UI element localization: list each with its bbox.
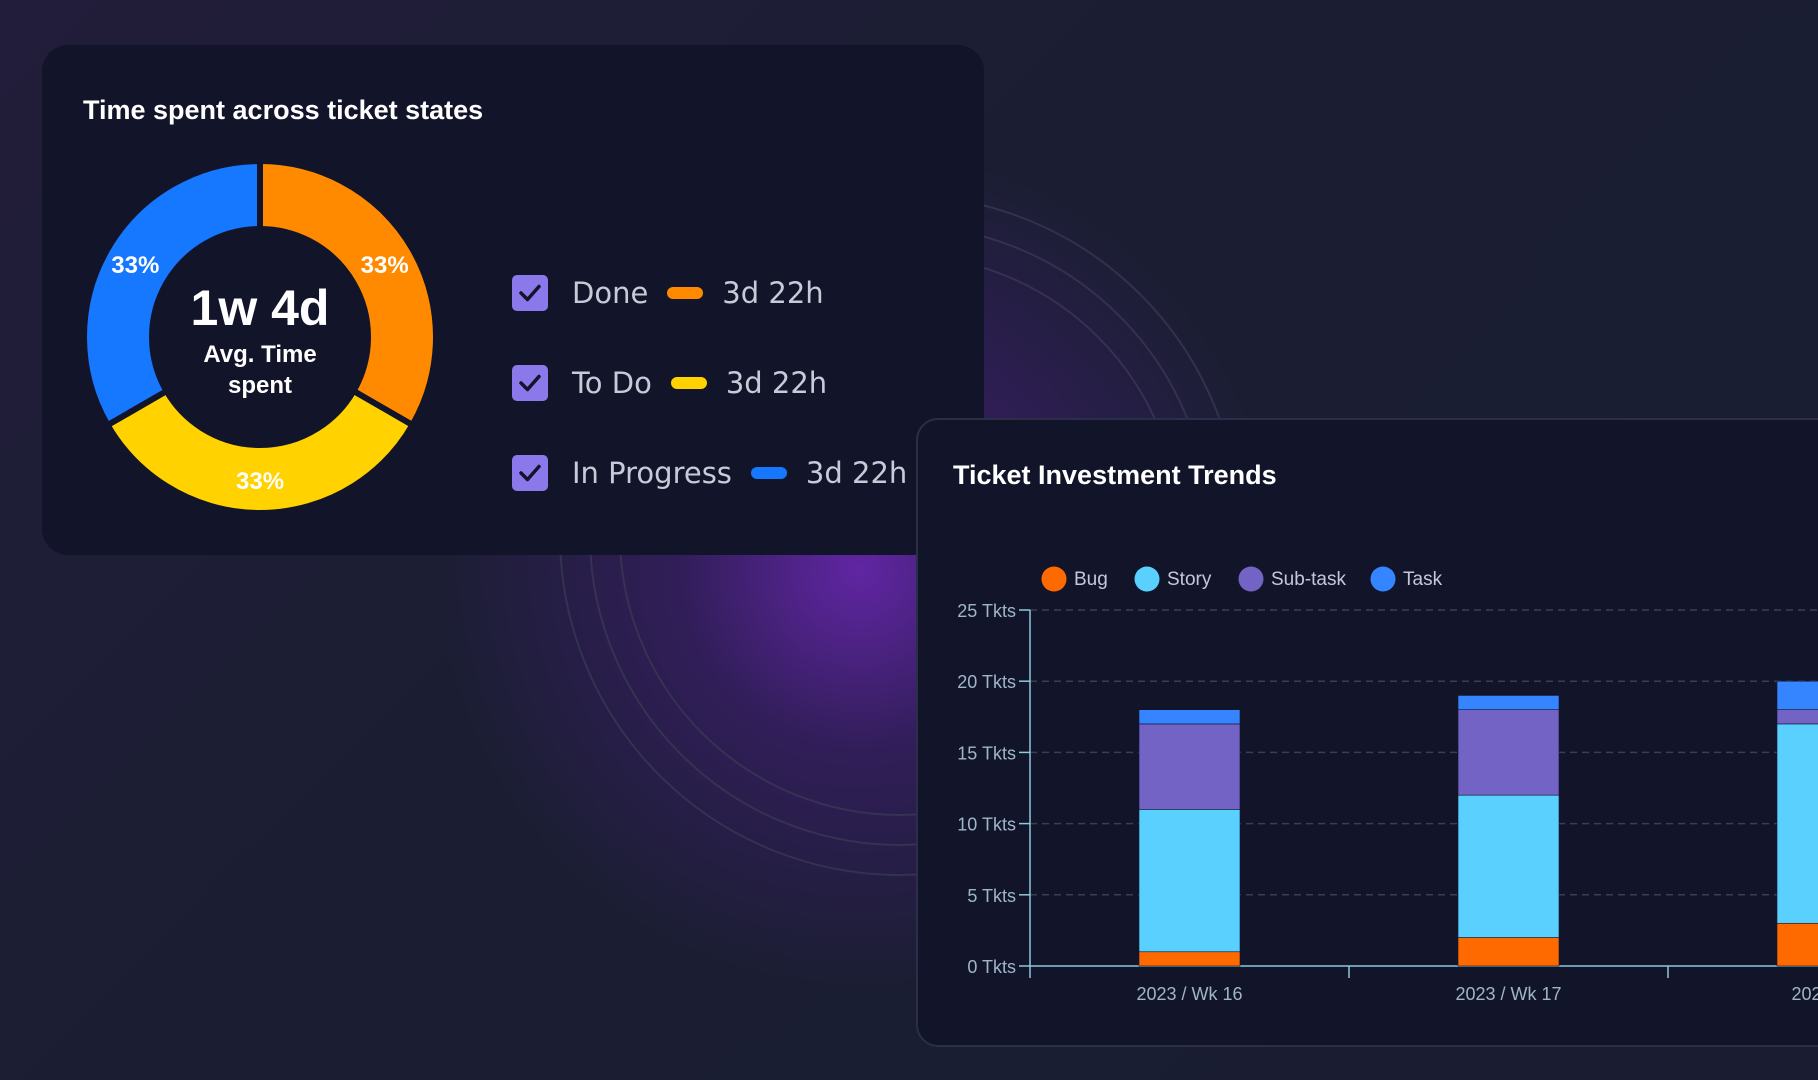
legend-swatch-done [667,287,704,299]
ticket-states-title: Time spent across ticket states [83,95,484,125]
bar-segment-bug[interactable] [1776,922,1818,967]
y-tick-label: 10 Tkts [957,815,1016,835]
legend-marker-bug[interactable] [1041,566,1067,592]
legend-value-done: 3d 22h [722,276,824,310]
avg-time-value: 1w 4d [191,280,330,336]
bar-segment-sub-task[interactable] [1138,723,1241,810]
legend-item-done[interactable]: Done 3d 22h [512,273,824,313]
donut-percent-label: 33% [111,252,159,279]
legend-marker-task[interactable] [1370,566,1396,592]
legend-marker-story[interactable] [1134,566,1160,592]
legend-label-to-do: To Do [572,366,652,400]
bar-segment-story[interactable] [1138,809,1241,953]
ticket-states-card: Time spent across ticket states 33% 33% 33… [42,45,984,555]
bar-segment-story[interactable] [1776,723,1818,924]
legend-item-to-do[interactable]: To Do 3d 22h [512,363,827,403]
bar-segment-sub-task[interactable] [1776,709,1818,725]
legend-item-in-progress[interactable]: In Progress 3d 22h [512,453,907,493]
bar-segment-sub-task[interactable] [1457,709,1560,796]
bar-segment-task[interactable] [1457,695,1560,710]
legend-label-sub-task: Sub-task [1271,569,1346,590]
x-tick-label: 2023 / Wk 17 [1455,984,1561,1004]
bar-segment-bug[interactable] [1457,937,1560,967]
x-tick-label: 2023 / Wk 16 [1136,984,1242,1004]
checkmark-icon [519,284,541,302]
avg-time-label: spent [228,372,292,399]
donut-percent-label: 33% [236,468,284,495]
bar-segment-story[interactable] [1457,794,1560,938]
y-tick-label: 15 Tkts [957,743,1016,763]
done-checkbox[interactable] [512,275,548,311]
checkmark-icon [519,374,541,392]
donut-percent-label: 33% [361,252,409,279]
avg-time-label: Avg. Time [203,341,316,368]
ticket-trends-bar-chart: Bug Story Sub-task Task 0 Tkts 5 Tkts 10 Tkts 1… [957,566,1818,1004]
legend-label-story: Story [1167,569,1212,590]
donut-segment-done [257,157,439,430]
ticket-trends-title: Ticket Investment Trends [953,460,1277,490]
legend-value-to-do: 3d 22h [725,366,828,400]
legend-swatch-to-do [670,377,707,389]
y-tick-label: 25 Tkts [957,601,1016,621]
y-tick-label: 0 Tkts [967,957,1016,977]
time-spent-donut-chart: 33% 33% 33% 1w 4d Avg. Time spent [81,157,439,516]
bar-segment-task[interactable] [1776,680,1818,710]
legend-label-in-progress: In Progress [572,456,732,490]
legend-value-in-progress: 3d 22h [805,456,908,490]
checkmark-icon [519,464,541,482]
legend-label-done: Done [572,276,649,310]
legend-label-bug: Bug [1074,569,1108,590]
bar-segment-task[interactable] [1138,709,1241,725]
in-progress-checkbox[interactable] [512,455,548,491]
legend-label-task: Task [1403,569,1443,590]
y-tick-label: 20 Tkts [957,672,1016,692]
bar-segment-bug[interactable] [1138,951,1241,967]
legend-swatch-in-progress [750,467,787,479]
ticket-trends-card: Ticket Investment Trends Bug Story Sub-tas… [916,418,1818,1047]
x-tick-label: 2023 / W [1791,984,1818,1004]
donut-segment-in-progress [81,157,263,430]
donut-segment-to-do [103,386,417,516]
y-tick-label: 5 Tkts [967,886,1016,906]
to-do-checkbox[interactable] [512,365,548,401]
legend-marker-sub-task[interactable] [1238,566,1264,592]
